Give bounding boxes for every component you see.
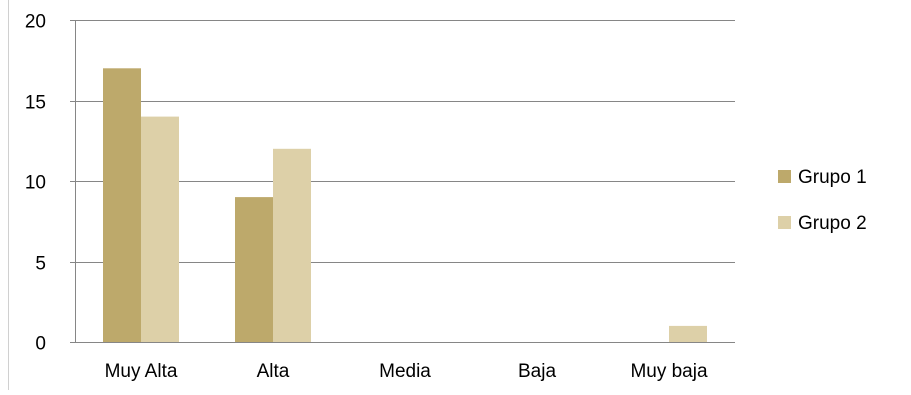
bars <box>103 68 707 343</box>
bar <box>141 116 179 342</box>
y-tick-label: 0 <box>35 334 46 355</box>
y-tick-label: 5 <box>35 254 46 275</box>
bar <box>273 148 311 342</box>
bar <box>669 325 707 342</box>
x-tick-label: Alta <box>257 361 290 382</box>
bar <box>103 68 141 343</box>
legend-swatch <box>778 216 791 229</box>
legend: Grupo 1 Grupo 2 <box>778 167 867 234</box>
x-tick-label: Baja <box>518 361 556 382</box>
axes: 0 5 10 15 20 Muy Alta Alta Media Baja Muy baja <box>25 12 708 383</box>
legend-label: Grupo 1 <box>798 167 867 188</box>
x-tick-label: Media <box>379 361 431 382</box>
x-tick-label: Muy Alta <box>105 361 178 382</box>
y-tick-label: 20 <box>25 12 46 33</box>
bar <box>235 197 273 342</box>
y-tick-label: 10 <box>25 173 46 194</box>
legend-swatch <box>778 170 791 183</box>
x-tick-label: Muy baja <box>630 361 708 382</box>
gridlines <box>70 20 735 343</box>
legend-label: Grupo 2 <box>798 213 867 234</box>
y-tick-label: 15 <box>25 93 46 114</box>
